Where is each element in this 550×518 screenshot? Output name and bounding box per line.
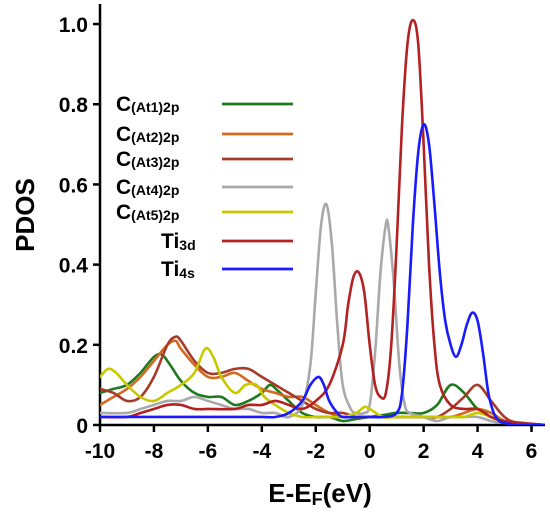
- legend-label-main: C: [116, 148, 131, 171]
- legend-label-sub: (At1)2p: [131, 99, 179, 115]
- legend-label-main: C: [116, 93, 131, 116]
- x-tick-label: -10: [85, 440, 115, 463]
- x-tick-label: 2: [418, 440, 430, 463]
- x-tick-label: 0: [364, 440, 376, 463]
- legend-label: C(At5)2p: [116, 201, 179, 224]
- series-line-1: [100, 352, 545, 425]
- x-tick-label: 6: [526, 440, 538, 463]
- legend-label-sub: (At3)2p: [131, 154, 179, 170]
- legend-label: C(At2)2p: [116, 123, 179, 146]
- legend: C(At1)2pC(At2)2pC(At3)2pC(At4)2pC(At5)2p…: [116, 93, 293, 281]
- legend-label-main: C: [116, 201, 131, 224]
- x-ticks: -10 -8 -6 -4 -2 0 2 4 6: [85, 425, 538, 463]
- series-line-7: [100, 122, 545, 425]
- legend-label-sub: 4s: [179, 265, 195, 281]
- y-tick-label: 0.2: [59, 335, 88, 358]
- series-line-5: [100, 346, 545, 425]
- legend-label-main: C: [116, 176, 131, 199]
- series-line-6: [100, 18, 545, 425]
- legend-label-sub: (At4)2p: [131, 182, 179, 198]
- legend-label-main: Ti: [161, 230, 179, 253]
- series-layer: [100, 18, 545, 425]
- legend-label: C(At4)2p: [116, 176, 179, 199]
- legend-label: Ti3d: [161, 230, 196, 253]
- x-axis-label-main: E-E: [268, 478, 311, 508]
- legend-label-sub: (At5)2p: [131, 207, 179, 223]
- x-tick-label: 4: [472, 440, 484, 463]
- legend-label-sub: 3d: [179, 237, 195, 253]
- y-tick-label: 1.0: [59, 14, 88, 37]
- legend-label: Ti4s: [161, 258, 195, 281]
- legend-label-sub: (At2)2p: [131, 129, 179, 145]
- x-tick-label: -8: [145, 440, 164, 463]
- x-tick-label: -4: [252, 440, 271, 463]
- x-axis-label-sub: F: [312, 489, 323, 509]
- series-line-2: [100, 339, 545, 425]
- y-tick-label: 0.4: [59, 255, 89, 278]
- x-tick-label: -6: [199, 440, 218, 463]
- y-tick-label: 0.8: [59, 94, 89, 117]
- legend-label-main: Ti: [161, 258, 179, 281]
- y-ticks: 0 0.2 0.4 0.6 0.8 1.0: [59, 14, 100, 438]
- legend-label: C(At1)2p: [116, 93, 179, 116]
- y-axis-label: PDOS: [10, 178, 40, 252]
- y-tick-label: 0: [76, 415, 88, 438]
- legend-label: C(At3)2p: [116, 148, 179, 171]
- y-tick-label: 0.6: [59, 174, 88, 197]
- legend-label-main: C: [116, 123, 131, 146]
- x-axis-label: E-EF(eV): [268, 478, 371, 509]
- x-axis-label-tail: (eV): [323, 478, 372, 508]
- x-tick-label: -2: [306, 440, 325, 463]
